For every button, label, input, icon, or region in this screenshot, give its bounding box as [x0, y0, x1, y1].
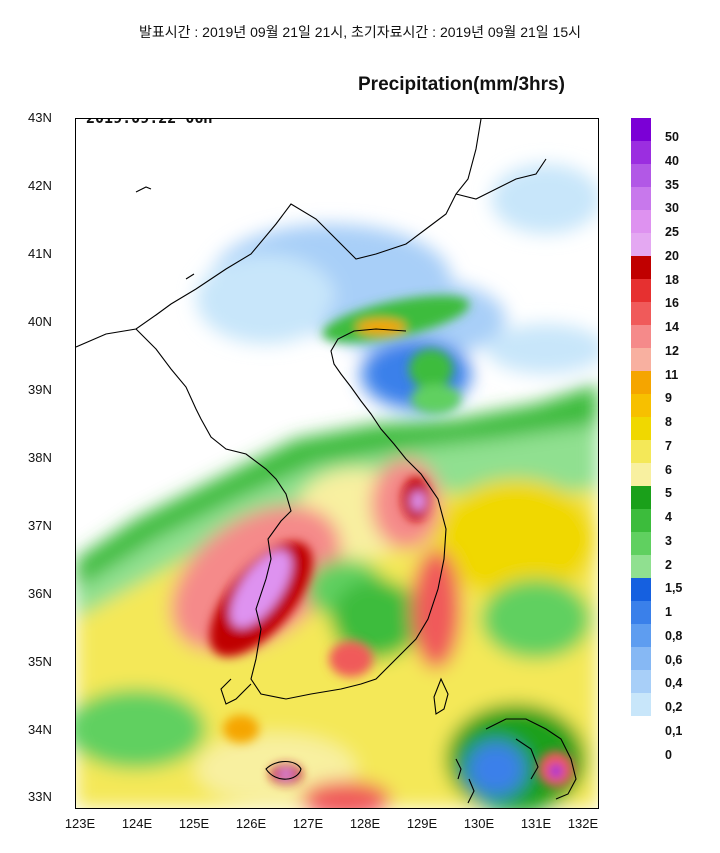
legend-swatch	[631, 302, 651, 325]
legend-label: 0	[665, 747, 672, 762]
issue-time-header: 발표시간 : 2019년 09월 21일 21시, 초기자료시간 : 2019년…	[138, 24, 582, 40]
lon-tick: 125E	[178, 816, 210, 831]
lon-tick: 123E	[64, 816, 96, 831]
lat-tick: 40N	[28, 314, 52, 329]
legend-label: 8	[665, 415, 672, 429]
lon-tick: 131E	[520, 816, 552, 831]
legend-label: 18	[665, 272, 679, 287]
lat-tick: 38N	[28, 450, 52, 465]
lon-tick: 129E	[406, 816, 438, 831]
forecast-timestamp: 2019.09.22 06H	[86, 118, 213, 127]
legend-label: 3	[665, 533, 672, 548]
legend-swatch	[631, 601, 651, 624]
legend-label: 4	[665, 510, 672, 524]
legend-label: 16	[665, 296, 679, 311]
legend-swatch	[631, 141, 651, 164]
lon-tick: 130E	[463, 816, 495, 831]
legend-label: 0,4	[665, 676, 683, 691]
legend-swatch	[631, 532, 651, 555]
legend-swatch	[631, 440, 651, 463]
legend-swatch	[631, 256, 651, 279]
lon-tick: 127E	[292, 816, 324, 831]
legend-swatch	[631, 555, 651, 578]
legend-swatch	[631, 279, 651, 302]
lat-tick: 35N	[28, 654, 52, 669]
legend-label: 0,2	[665, 700, 683, 714]
lon-tick: 128E	[349, 816, 381, 831]
legend-label: 35	[665, 177, 679, 192]
legend-label: 20	[665, 248, 679, 263]
legend-label: 14	[665, 320, 679, 334]
legend-label: 50	[665, 130, 679, 144]
legend-label: 12	[665, 343, 679, 358]
lon-tick: 132E	[567, 816, 599, 831]
lat-tick: 33N	[28, 789, 52, 804]
lat-tick: 37N	[28, 518, 52, 533]
legend-swatch	[631, 693, 651, 716]
legend-label: 6	[665, 462, 672, 477]
legend-swatch	[631, 325, 651, 348]
legend-swatch	[631, 348, 651, 371]
precipitation-map: 2019.09.22 06H	[75, 118, 599, 809]
legend-swatch	[631, 417, 651, 440]
legend-swatch	[631, 624, 651, 647]
legend-swatch	[631, 394, 651, 417]
lat-tick: 41N	[28, 246, 52, 261]
legend-swatch	[631, 463, 651, 486]
legend-label: 0,8	[665, 628, 683, 643]
legend-label: 2	[665, 557, 672, 572]
lon-tick: 126E	[235, 816, 267, 831]
legend-swatch	[631, 187, 651, 210]
legend-label: 1	[665, 605, 672, 619]
legend-label: 0,1	[665, 723, 683, 738]
lat-tick: 34N	[28, 722, 52, 737]
legend-swatch	[631, 509, 651, 532]
legend-swatch	[631, 233, 651, 256]
lat-tick: 43N	[28, 110, 52, 125]
legend-label: 25	[665, 225, 679, 239]
coastline	[76, 119, 577, 804]
lat-tick: 39N	[28, 382, 52, 397]
lat-tick: 36N	[28, 586, 52, 601]
lon-tick: 124E	[121, 816, 153, 831]
legend-swatch	[631, 486, 651, 509]
legend-swatch	[631, 118, 651, 141]
legend-swatch	[631, 371, 651, 394]
lat-tick: 42N	[28, 178, 52, 193]
legend-label: 40	[665, 153, 679, 168]
legend-label: 30	[665, 201, 679, 216]
legend-swatch	[631, 210, 651, 233]
legend-swatch	[631, 670, 651, 693]
legend-swatch	[631, 578, 651, 601]
legend-label: 1,5	[665, 581, 683, 596]
legend-swatch	[631, 164, 651, 187]
map-title: Precipitation(mm/3hrs)	[358, 74, 565, 95]
legend-label: 7	[665, 438, 672, 453]
legend-label: 11	[665, 367, 679, 382]
legend-label: 0,6	[665, 652, 683, 667]
legend-label: 5	[665, 486, 672, 501]
legend-label: 9	[665, 391, 672, 406]
legend-swatch	[631, 647, 651, 670]
map-canvas	[76, 119, 598, 808]
color-legend-bar	[631, 118, 651, 716]
